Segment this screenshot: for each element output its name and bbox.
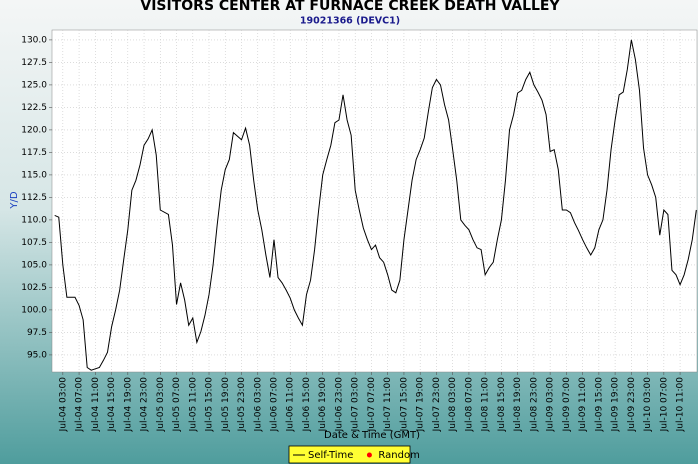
x-tick-label: Jul-10 11:00 — [676, 377, 686, 433]
y-tick-label: 112.5 — [21, 193, 47, 203]
x-tick-label: Jul-09 23:00 — [627, 377, 637, 433]
x-axis-label: Date & Time (GMT) — [324, 430, 420, 441]
x-tick-label: Jul-08 19:00 — [513, 377, 523, 433]
y-tick-label: 130.0 — [21, 35, 47, 45]
x-tick-label: Jul-10 03:00 — [643, 377, 653, 433]
x-tick-label: Jul-08 07:00 — [464, 377, 474, 433]
x-tick-label: Jul-08 23:00 — [529, 377, 539, 433]
x-tick-label: Jul-06 19:00 — [318, 377, 328, 433]
y-tick-label: 110.0 — [21, 215, 47, 225]
y-tick-label: 127.5 — [21, 58, 47, 68]
x-tick-label: Jul-08 03:00 — [448, 377, 458, 433]
data-line — [54, 39, 697, 371]
y-tick-label: 100.0 — [21, 305, 47, 315]
x-tick-label: Jul-04 11:00 — [91, 377, 101, 433]
x-tick-label: Jul-04 07:00 — [75, 377, 85, 433]
y-axis-label: Y/D — [9, 191, 20, 209]
y-tick-label: 122.5 — [21, 103, 47, 113]
y-tick-label: 120.0 — [21, 125, 47, 135]
x-tick-label: Jul-05 07:00 — [172, 377, 182, 433]
x-tick-label: Jul-05 11:00 — [188, 377, 198, 433]
x-tick-label: Jul-04 15:00 — [107, 377, 117, 433]
x-tick-label: Jul-07 15:00 — [399, 377, 409, 433]
x-tick-label: Jul-05 03:00 — [156, 377, 166, 433]
x-tick-label: Jul-07 19:00 — [416, 377, 426, 433]
x-tick-label: Jul-07 11:00 — [383, 377, 393, 433]
x-tick-label: Jul-05 15:00 — [205, 377, 215, 433]
y-tick-label: 115.0 — [21, 170, 47, 180]
y-tick-label: 97.5 — [27, 328, 47, 338]
y-tick-label: 105.0 — [21, 260, 47, 270]
x-tick-label: Jul-07 07:00 — [367, 377, 377, 433]
y-tick-label: 125.0 — [21, 80, 47, 90]
x-tick-label: Jul-09 07:00 — [562, 377, 572, 433]
legend-dot — [366, 452, 372, 458]
x-tick-label: Jul-09 15:00 — [594, 377, 604, 433]
x-tick-label: Jul-09 19:00 — [611, 377, 621, 433]
y-tick-label: 107.5 — [21, 238, 47, 248]
legend: Self-Time Random — [288, 445, 420, 464]
x-tick-label: Jul-08 11:00 — [481, 377, 491, 433]
x-tick-label: Jul-08 15:00 — [497, 377, 507, 433]
x-tick-label: Jul-09 03:00 — [546, 377, 556, 433]
x-tick-label: Jul-05 23:00 — [237, 377, 247, 433]
x-tick-label: Jul-04 03:00 — [58, 377, 68, 433]
legend-label: Random — [378, 450, 419, 461]
plot-area — [51, 29, 698, 373]
x-tick-label: Jul-05 19:00 — [221, 377, 231, 433]
y-tick-label: 102.5 — [21, 283, 47, 293]
x-tick-label: Jul-06 15:00 — [302, 377, 312, 433]
x-tick-label: Jul-04 23:00 — [140, 377, 150, 433]
x-tick-label: Jul-09 11:00 — [578, 377, 588, 433]
x-tick-label: Jul-07 03:00 — [351, 377, 361, 433]
legend-box — [288, 445, 411, 464]
x-tick-label: Jul-04 19:00 — [123, 377, 133, 433]
x-tick-label: Jul-07 23:00 — [432, 377, 442, 433]
x-tick-label: Jul-06 23:00 — [334, 377, 344, 433]
x-tick-label: Jul-06 11:00 — [286, 377, 296, 433]
chart-title: VISITORS CENTER AT FURNACE CREEK DEATH V… — [140, 0, 560, 14]
x-tick-label: Jul-06 03:00 — [253, 377, 263, 433]
y-tick-label: 117.5 — [21, 148, 47, 158]
y-tick-label: 95.0 — [27, 350, 47, 360]
legend-label: Self-Time — [308, 450, 353, 461]
chart-subtitle: 19021366 (DEVC1) — [300, 16, 400, 27]
x-tick-label: Jul-06 07:00 — [269, 377, 279, 433]
x-tick-label: Jul-10 07:00 — [659, 377, 669, 433]
